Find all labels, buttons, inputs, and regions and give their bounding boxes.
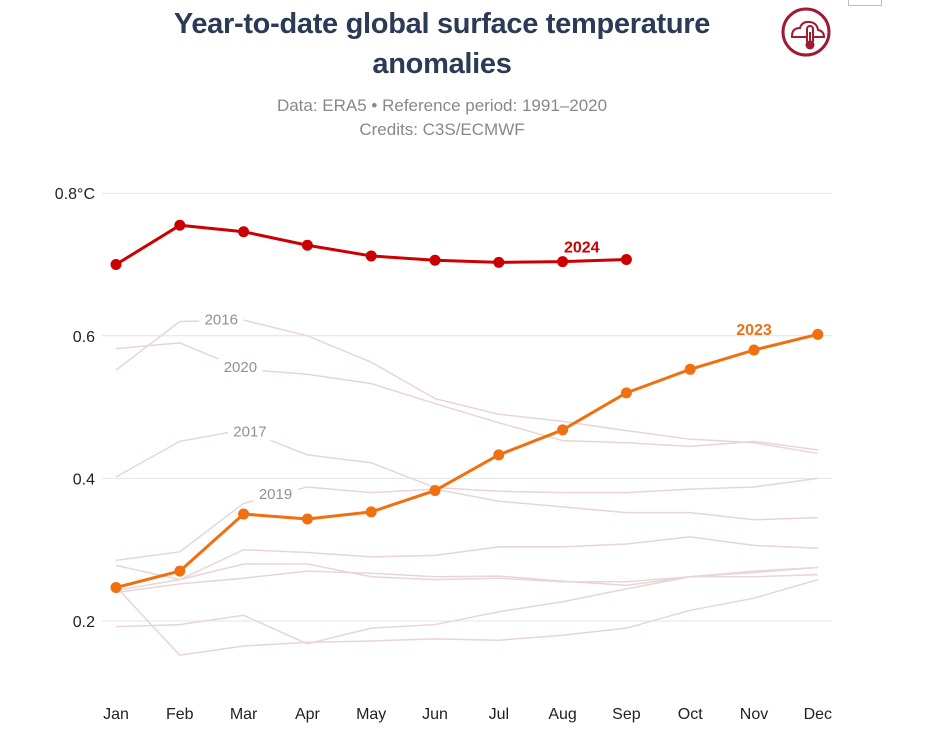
cloud-thermometer-icon: [781, 7, 831, 57]
data-point-2023: [493, 449, 505, 461]
data-point-2023: [812, 328, 824, 340]
y-axis-ticks: 0.2 0.4 0.6 0.8°C: [55, 186, 95, 631]
data-point-2023: [365, 506, 377, 518]
series-label-2020: 2020: [224, 359, 257, 376]
data-point-2024: [110, 259, 122, 270]
series-label-backdrop: [227, 422, 272, 441]
data-point-2023: [110, 581, 122, 593]
series-line-2023: [115, 332, 819, 589]
background-series: [115, 536, 818, 581]
chart-title: Year-to-date global surface temperature …: [140, 4, 744, 84]
x-tick-label: Jun: [422, 706, 448, 723]
y-tick-label: 0.8°C: [55, 186, 95, 203]
series-label-2016: 2016: [205, 312, 238, 329]
highlighted-series-layer: 2024 2023: [110, 219, 824, 593]
x-tick-label: Feb: [166, 706, 194, 723]
x-tick-label: Aug: [548, 706, 576, 723]
data-point-2024: [238, 226, 250, 238]
data-point-2023: [684, 363, 696, 375]
series-label-backdrop: [253, 485, 298, 504]
data-point-2023: [748, 344, 760, 356]
series-label-backdrop: [218, 357, 263, 376]
series-label-2024: 2024: [564, 240, 600, 257]
data-point-2024: [620, 254, 632, 266]
data-point-2023: [301, 513, 313, 525]
y-tick-label: 0.2: [73, 614, 95, 631]
data-point-2024: [493, 256, 505, 268]
chart-title-line-2: anomalies: [372, 48, 512, 80]
series-label-2017: 2017: [233, 423, 266, 440]
y-tick-label: 0.4: [73, 471, 95, 488]
data-point-2023: [238, 508, 250, 520]
data-point-2024: [301, 239, 313, 251]
y-tick-label: 0.6: [73, 329, 95, 346]
background-series: [115, 578, 819, 657]
data-point-2024: [365, 250, 377, 262]
data-point-2023: [557, 424, 569, 436]
chart-subtitle: Data: ERA5 • Reference period: 1991–2020…: [140, 94, 744, 142]
background-series-2017: [115, 429, 818, 494]
background-series-2019: [115, 486, 818, 562]
x-axis-ticks: Jan Feb Mar Apr May Jun Jul Aug Sep Oct Nov Dec: [103, 706, 832, 723]
data-point-2024: [557, 256, 569, 268]
series-label-2019: 2019: [259, 486, 292, 503]
x-tick-label: Dec: [804, 706, 832, 723]
x-tick-label: Mar: [230, 706, 258, 723]
data-point-2024: [429, 254, 441, 266]
x-tick-label: Jan: [103, 706, 129, 723]
x-tick-label: Sep: [612, 706, 641, 723]
grid-layer: [102, 192, 832, 622]
x-tick-label: May: [356, 706, 386, 723]
data-point-2023: [174, 565, 186, 577]
background-series: [115, 566, 818, 645]
chart-subtitle-line-1: Data: ERA5 • Reference period: 1991–2020: [276, 96, 608, 115]
series-label-backdrop: [199, 310, 244, 329]
background-series-labels: 2016 2020 2017 2019: [199, 310, 298, 504]
chart-subtitle-line-2: Credits: C3S/ECMWF: [359, 120, 525, 139]
x-tick-label: Apr: [295, 706, 321, 723]
data-point-2023: [429, 485, 441, 497]
data-point-2023: [620, 387, 632, 399]
series-label-2023: 2023: [736, 322, 772, 339]
x-tick-label: Nov: [740, 706, 768, 723]
x-tick-label: Oct: [678, 706, 703, 723]
chart-title-line-1: Year-to-date global surface temperature: [173, 8, 711, 40]
x-tick-label: Jul: [489, 706, 509, 723]
data-point-2024: [174, 219, 186, 231]
corner-frame: [848, 0, 882, 6]
